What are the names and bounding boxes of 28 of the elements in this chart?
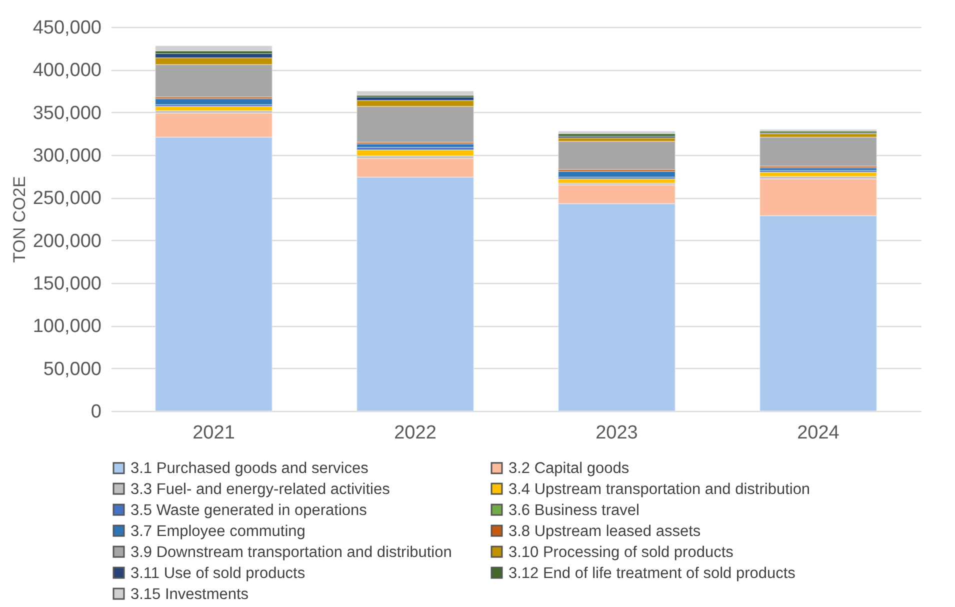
legend-label: 3.11 Use of sold products (130, 564, 306, 582)
legend-label: 3.6 Business travel (508, 502, 640, 519)
x-tick-label: 2024 (797, 422, 840, 444)
legend-label: 3.9 Downstream transportation and distribution (130, 544, 452, 561)
y-axis-title: TON CO2E (10, 176, 29, 263)
y-tick-label: 450,000 (32, 18, 102, 38)
legend-label: 3.12 End of life treatment of sold products (508, 564, 796, 582)
y-tick-label: 200,000 (32, 230, 102, 252)
y-tick-label: 150,000 (32, 274, 102, 294)
legend-label: 3.15 Investments (130, 586, 249, 603)
y-tick-label: 250,000 (32, 188, 102, 210)
legend-label: 3.2 Capital goods (508, 460, 630, 478)
y-tick-label: 350,000 (32, 102, 102, 124)
y-tick-label: 0 (90, 402, 102, 422)
y-tick-label: 50,000 (43, 358, 102, 380)
legend-label: 3.10 Processing of sold products (508, 544, 734, 561)
y-tick-label: 300,000 (32, 146, 102, 166)
legend-label: 3.7 Employee commuting (130, 522, 306, 540)
x-tick-label: 2022 (394, 422, 436, 444)
legend-label: 3.5 Waste generated in operations (130, 502, 368, 519)
x-tick-label: 2023 (596, 422, 638, 444)
legend-label: 3.1 Purchased goods and services (130, 460, 369, 478)
legend-label: 3.3 Fuel- and energy-related activities (130, 480, 390, 498)
x-tick-label: 2021 (192, 422, 235, 444)
legend-label: 3.4 Upstream transportation and distribution (508, 480, 810, 498)
y-tick-label: 100,000 (32, 316, 102, 338)
legend-label: 3.8 Upstream leased assets (508, 522, 701, 540)
y-tick-label: 400,000 (32, 60, 102, 82)
